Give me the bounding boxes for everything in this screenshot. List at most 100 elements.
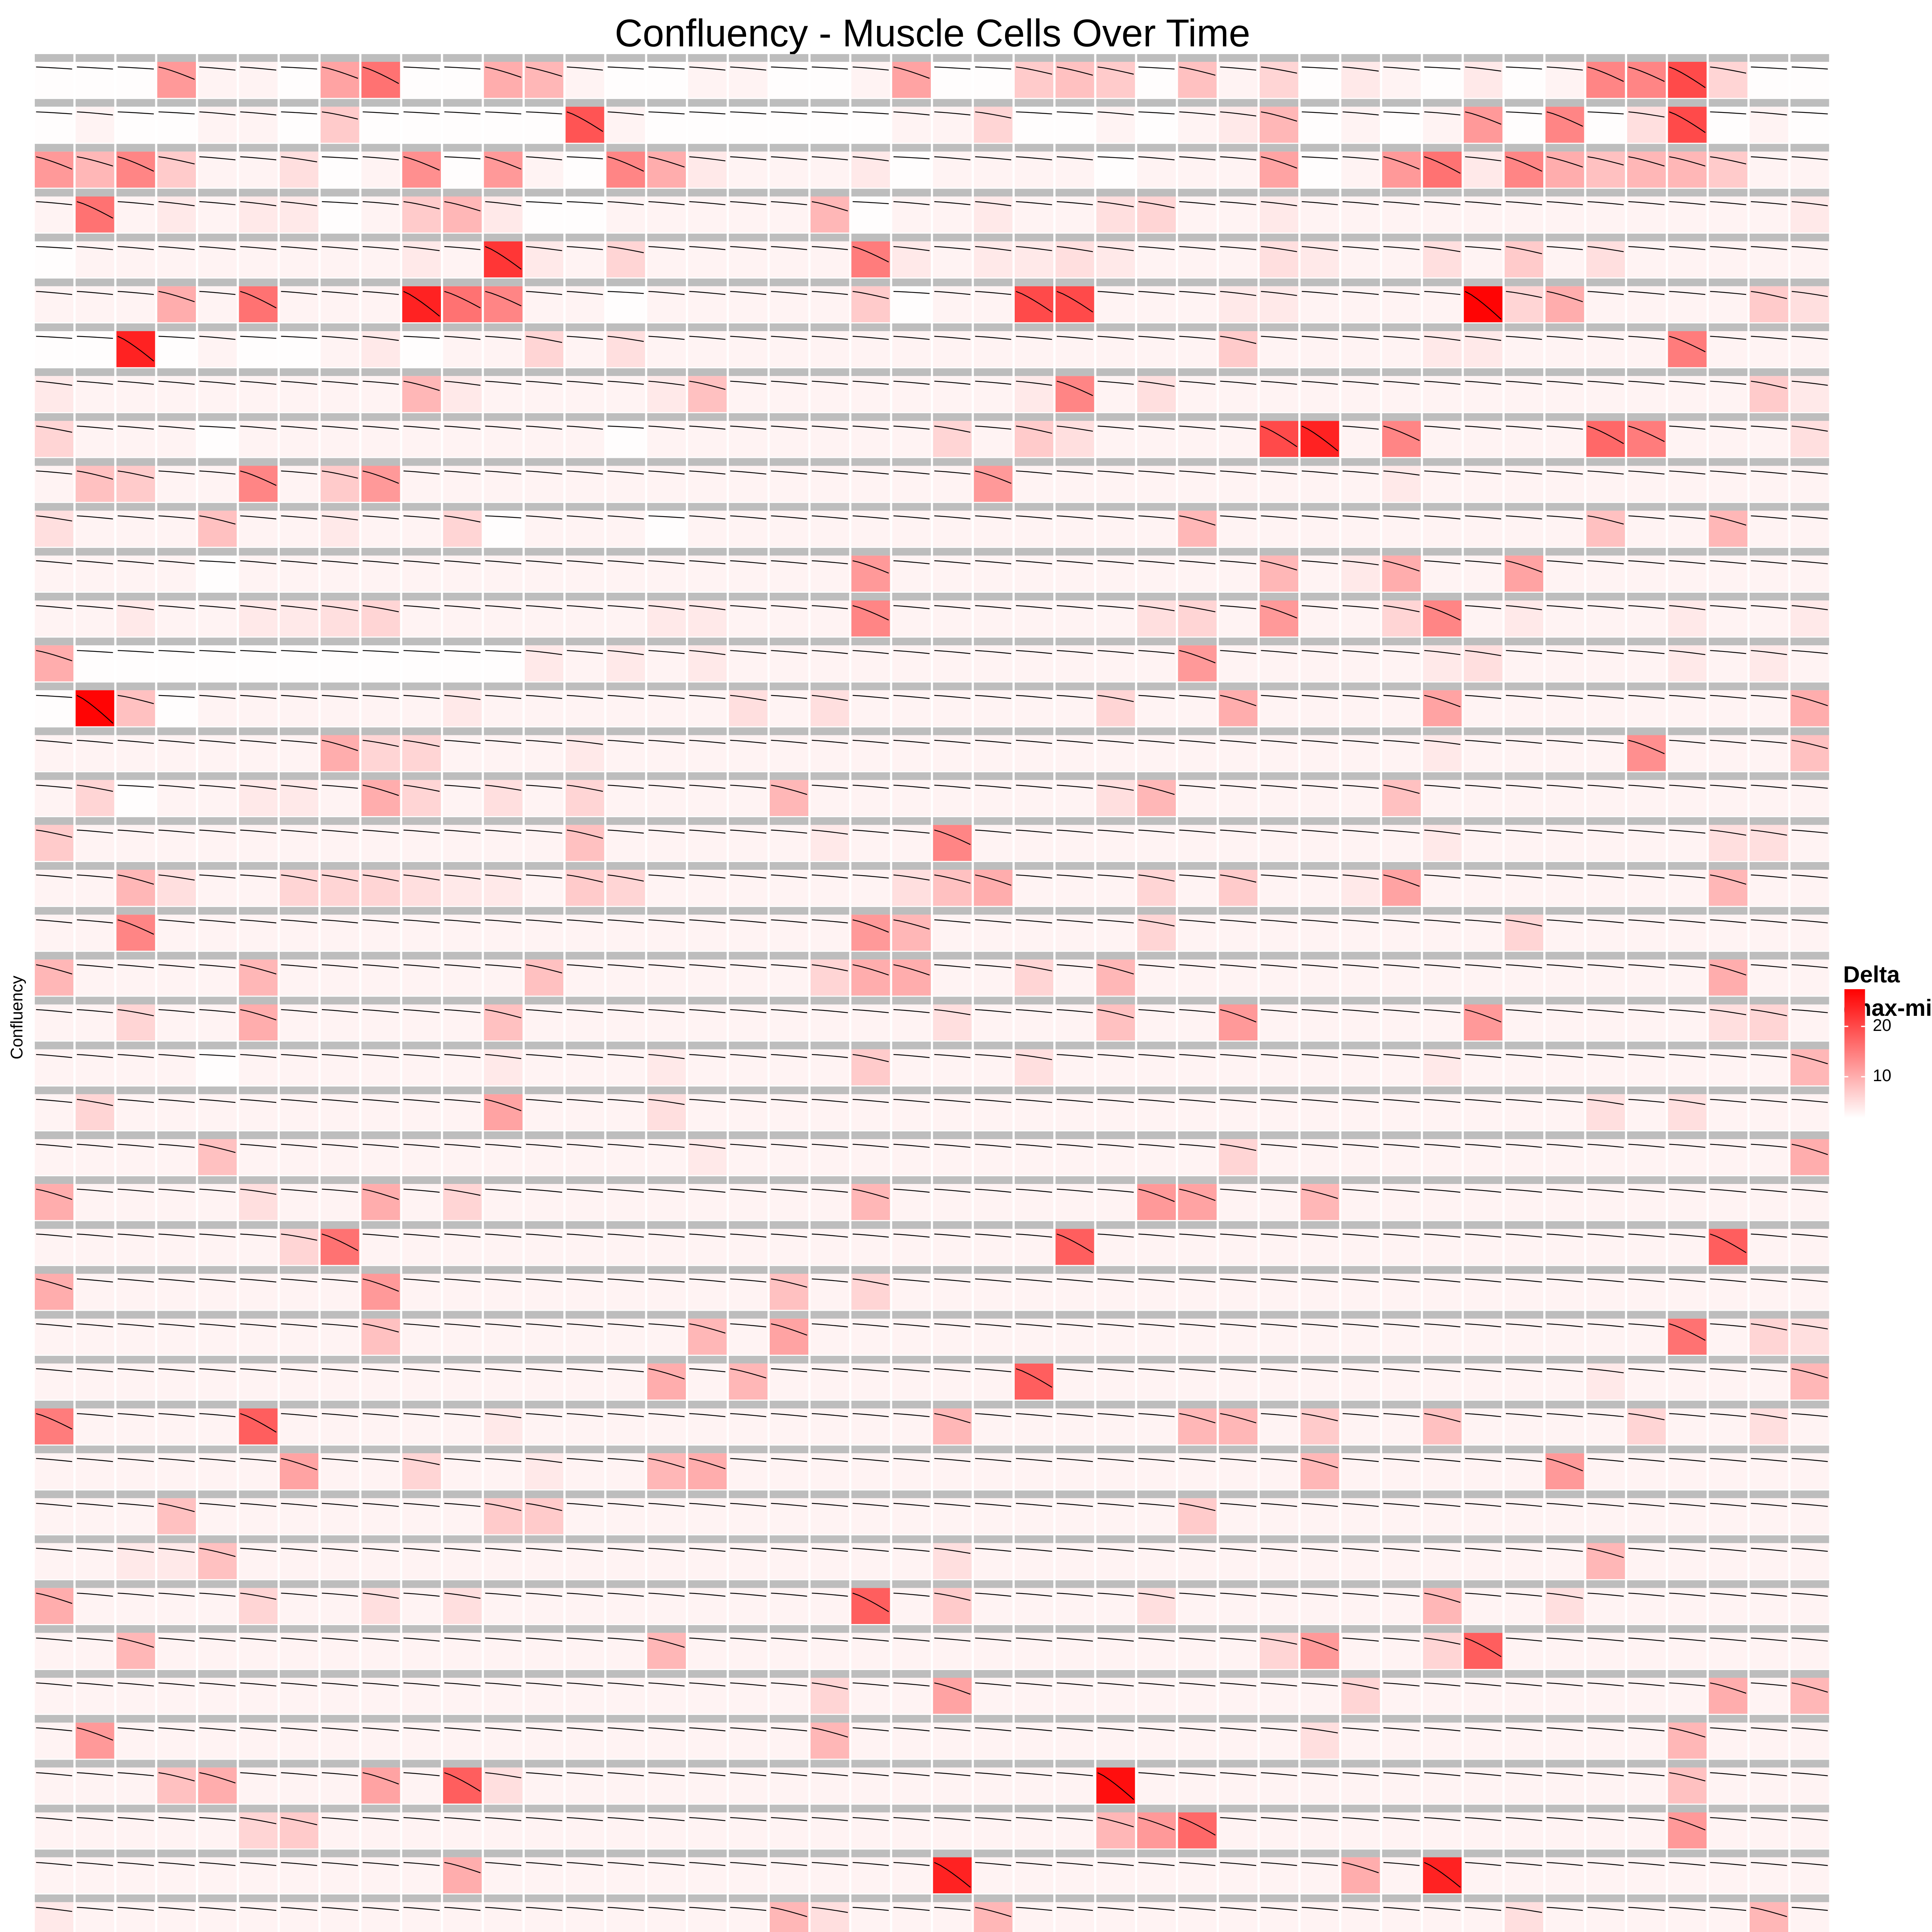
facet-strip (361, 1670, 400, 1678)
facet-strip (565, 772, 604, 780)
trend-line (444, 111, 481, 115)
facet-strip (1709, 1086, 1748, 1094)
facet-strip (606, 503, 645, 511)
facet-strip (75, 1266, 114, 1274)
panel-tile (1423, 690, 1462, 726)
facet-strip (1382, 1580, 1421, 1588)
facet-strip (1709, 1311, 1748, 1319)
facet-strip (647, 997, 686, 1005)
trend-line (321, 111, 358, 120)
trend-line (1138, 156, 1175, 160)
panel-tile (1055, 331, 1094, 367)
facet-strip (1586, 368, 1625, 376)
panel-tile (1260, 466, 1298, 502)
panel-tile (361, 690, 400, 726)
panel-tile (1464, 510, 1503, 547)
facet-strip (974, 1625, 1013, 1633)
trend-line (1424, 605, 1461, 621)
facet-strip (1219, 1670, 1258, 1678)
facet-strip (1219, 1401, 1258, 1408)
facet-strip (1015, 1715, 1053, 1723)
facet-strip (443, 54, 482, 62)
facet-strip (769, 233, 808, 242)
trend-line (607, 291, 644, 294)
trend-line (526, 111, 562, 115)
trend-line (566, 425, 603, 430)
trend-line (975, 470, 1012, 484)
facet-strip (1545, 1221, 1584, 1229)
trend-line (321, 381, 358, 385)
facet-strip (1790, 1131, 1829, 1139)
panel-tile (443, 421, 482, 457)
panel-tile (565, 421, 604, 457)
facet-strip (1423, 1580, 1462, 1588)
facet-strip (1423, 997, 1462, 1005)
panel-tile (1586, 151, 1625, 188)
trend-line (1587, 650, 1624, 654)
facet-strip (729, 99, 768, 107)
facet-strip (1219, 54, 1258, 62)
facet-strip (484, 503, 523, 511)
facet-strip (688, 323, 727, 331)
facet-strip (1300, 233, 1339, 242)
trend-line (1751, 336, 1787, 340)
facet-strip (974, 458, 1013, 466)
trend-line (975, 201, 1012, 206)
trend-line (77, 246, 113, 250)
facet-strip (239, 413, 278, 421)
facet-strip (1750, 1670, 1788, 1678)
trend-line (1465, 201, 1502, 206)
trend-line (1791, 470, 1828, 475)
trend-line (1016, 470, 1052, 475)
panel-tile (1668, 107, 1707, 143)
facet-strip (1260, 1580, 1298, 1588)
facet-strip (1055, 682, 1094, 690)
facet-strip (116, 907, 155, 915)
facet-strip (647, 1401, 686, 1408)
trend-line (485, 291, 522, 306)
facet-strip (647, 727, 686, 735)
facet-strip (565, 413, 604, 421)
facet-strip (443, 1535, 482, 1543)
facet-strip (1464, 144, 1503, 152)
facet-strip (606, 1311, 645, 1319)
panel-tile (1300, 555, 1339, 592)
facet-strip (606, 907, 645, 915)
panel-tile (1382, 780, 1421, 816)
trend-line (689, 560, 726, 565)
facet-strip (320, 1041, 359, 1049)
facet-strip (1790, 233, 1829, 242)
facet-strip (1178, 548, 1217, 556)
trend-line (1016, 650, 1052, 654)
panel-tile (974, 376, 1013, 412)
facet-strip (484, 997, 523, 1005)
facet-strip (1750, 54, 1788, 62)
panel-tile (1464, 421, 1503, 457)
trend-line (1710, 515, 1747, 526)
facet-strip (1219, 189, 1258, 197)
facet-strip (1341, 413, 1380, 421)
facet-strip (1545, 1401, 1584, 1408)
facet-strip (810, 727, 849, 735)
facet-strip (892, 727, 931, 735)
facet-strip (729, 952, 768, 960)
facet-strip (1627, 1670, 1666, 1678)
panel-tile (851, 376, 890, 412)
trend-line (1179, 425, 1216, 430)
facet-strip (1586, 413, 1625, 421)
panel-tile (647, 1453, 686, 1490)
panel-tile (361, 1318, 400, 1355)
facet-strip (1750, 997, 1788, 1005)
trend-line (321, 156, 358, 160)
trend-line (689, 650, 726, 655)
panel-tile (361, 1184, 400, 1220)
facet-strip (565, 682, 604, 690)
trend-line (934, 381, 971, 385)
trend-line (1383, 66, 1420, 71)
facet-strip (75, 548, 114, 556)
panel-tile (1382, 555, 1421, 592)
panel-tile (1627, 62, 1666, 98)
trend-line (1424, 201, 1461, 206)
facet-strip (402, 1715, 441, 1723)
facet-strip (239, 997, 278, 1005)
